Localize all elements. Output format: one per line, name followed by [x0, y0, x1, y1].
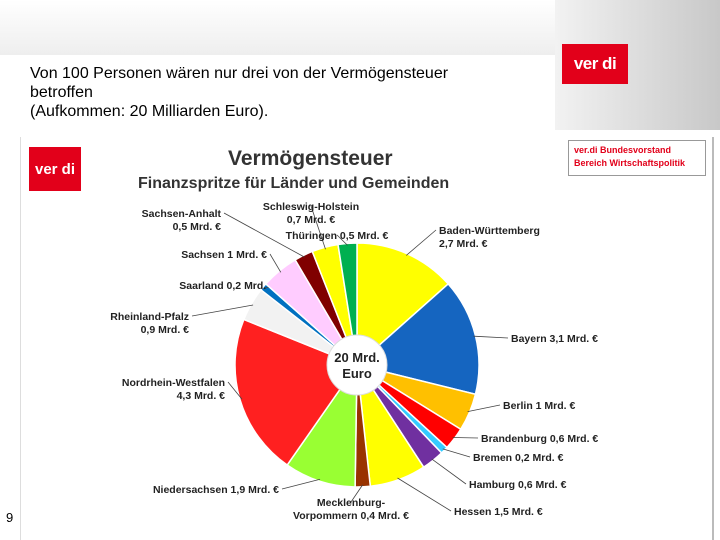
pie-slice-nordrhein-westfalen [234, 318, 359, 467]
slice-label-th-ringen: Thüringen 0,5 Mrd. € [286, 230, 389, 242]
slice-label-brandenburg: Brandenburg 0,6 Mrd. € [481, 433, 598, 445]
source-box: ver.di Bundesvorstand Bereich Wirtschaft… [568, 140, 706, 176]
leader-line [473, 335, 509, 339]
pie-slice-baden-w-rttemberg [356, 242, 450, 367]
slice-label-sachsen: Sachsen 1 Mrd. € [181, 249, 267, 261]
slice-label-hamburg: Hamburg 0,6 Mrd. € [469, 479, 567, 491]
slice-label-bremen: Bremen 0,2 Mrd. € [473, 452, 564, 464]
center-circle [326, 334, 388, 396]
slice-label-saarland: Saarland 0,2 Mrd. € [179, 280, 275, 292]
leader-line [191, 304, 254, 317]
slice-label-nordrhein-westfalen: Nordrhein-Westfalen 4,3 Mrd. € [122, 377, 225, 402]
leader-line [350, 484, 363, 503]
pie-slice-th-ringen [337, 242, 358, 366]
slice-label-hessen: Hessen 1,5 Mrd. € [454, 506, 543, 518]
source-line: Bereich Wirtschaftspolitik [574, 158, 685, 168]
chart-verdi-logo: ver di [29, 147, 81, 191]
leader-line [397, 477, 452, 512]
chart-subtitle: Finanzspritze für Länder und Gemeinden [138, 175, 450, 192]
pie-slice-bayern [355, 282, 480, 396]
leader-line [442, 448, 471, 458]
slice-label-sachsen-anhalt: Sachsen-Anhalt 0,5 Mrd. € [142, 208, 222, 233]
verdi-logo: ver di [562, 44, 628, 84]
leader-line [227, 381, 243, 400]
pie-chart: Baden-Württemberg 2,7 Mrd. € Bayern 3,1 Mr… [110, 201, 598, 522]
slice-label-berlin: Berlin 1 Mrd. € [503, 400, 576, 412]
center-label: 20 Mrd. Euro [334, 350, 380, 381]
slice-label-schleswig-holstein: Schleswig-Holstein 0,7 Mrd. € [263, 201, 359, 226]
slice-label-bayern: Bayern 3,1 Mrd. € [511, 333, 598, 345]
slice-label-mecklenburg-vorpommern: Mecklenburg-Vorpommern 0,4 Mrd. € [293, 497, 409, 522]
slide-title: Von 100 Personen wären nur drei von der … [30, 64, 540, 121]
leader-line [336, 234, 348, 246]
leader-line [223, 212, 305, 258]
source-line: ver.di Bundesvorstand [574, 145, 672, 155]
slice-label-niedersachsen: Niedersachsen 1,9 Mrd. € [153, 484, 279, 496]
leader-line [281, 478, 321, 490]
slide-title-line: (Aufkommen: 20 Milliarden Euro). [30, 103, 269, 120]
slice-label-baden-w-rttemberg: Baden-Württemberg 2,7 Mrd. € [439, 225, 540, 250]
slide-title-line: betroffen [30, 84, 93, 101]
chart-image: ver di ver.di Bundesvorstand Bereich Wir… [20, 137, 714, 540]
slice-label-rheinland-pfalz: Rheinland-Pfalz 0,9 Mrd. € [110, 311, 189, 336]
slide-title-line: Von 100 Personen wären nur drei von der … [30, 65, 449, 82]
leader-line [452, 437, 479, 439]
leader-line [310, 205, 326, 250]
leader-line [467, 404, 501, 412]
leader-line [269, 253, 282, 273]
leader-line [405, 229, 437, 256]
leader-line [431, 458, 467, 485]
chart-title: Vermögensteuer [228, 147, 393, 170]
page-number: 9 [6, 510, 14, 525]
